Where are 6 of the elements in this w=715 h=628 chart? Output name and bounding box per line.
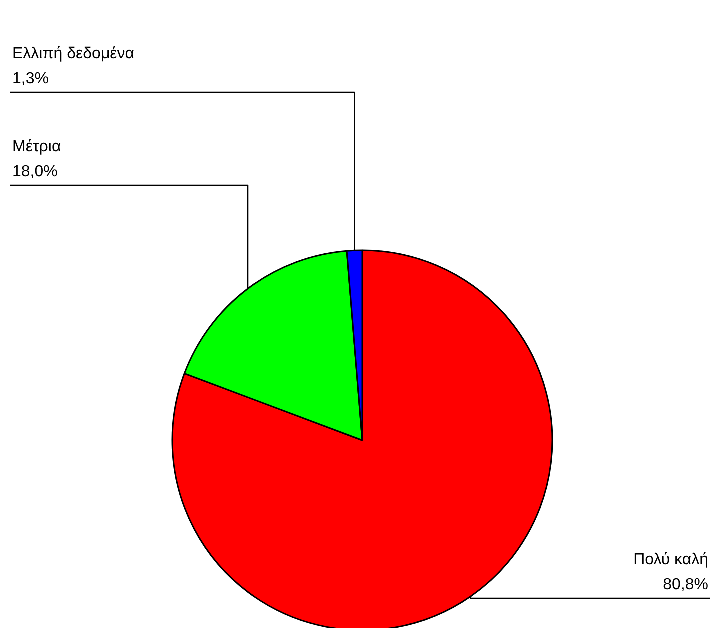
data-label: 1,3%	[12, 70, 49, 88]
slice-label: Πολύ καλή	[634, 552, 709, 568]
data-label: 80,8%	[663, 576, 709, 594]
slice-label: Ελλιπή δεδομένα	[12, 46, 135, 62]
data-label: 18,0%	[12, 164, 58, 180]
slice-label: Μέτρια	[12, 138, 62, 156]
